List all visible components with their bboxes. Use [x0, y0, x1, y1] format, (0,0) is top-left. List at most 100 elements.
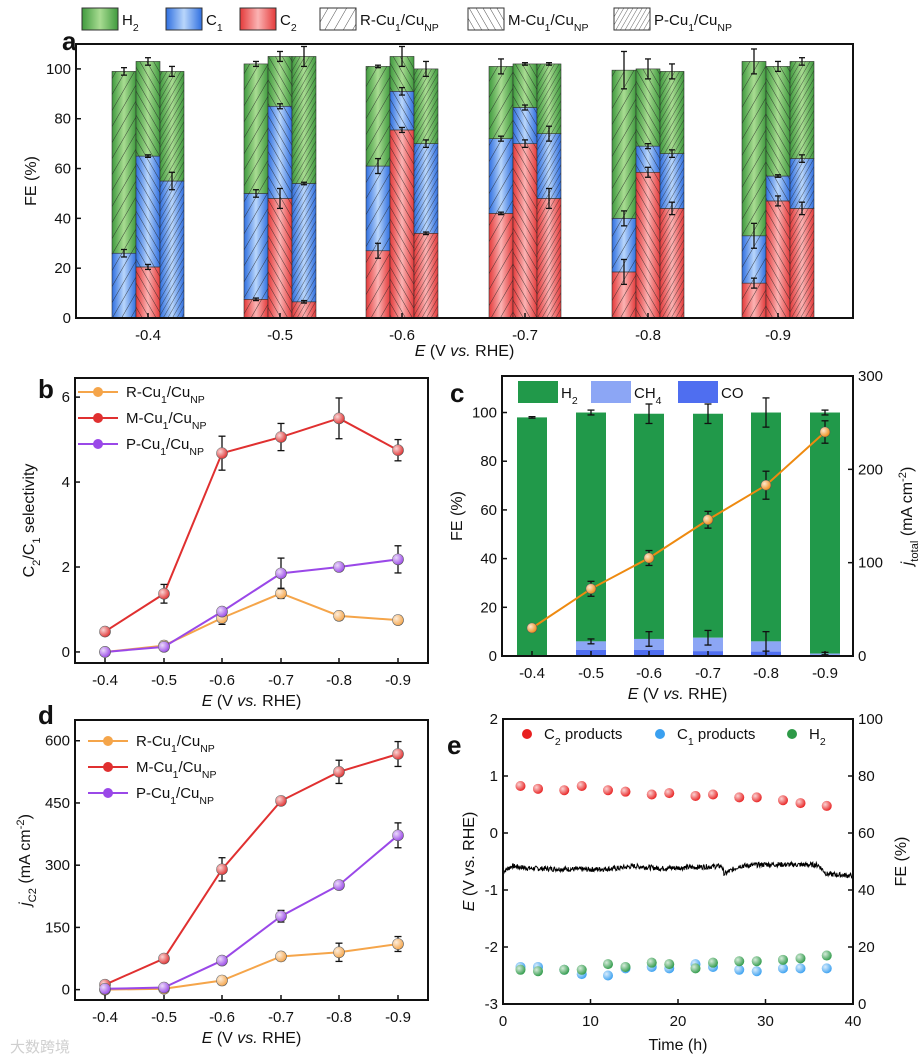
bar-C1-hatch — [537, 133, 561, 199]
y2-axis-e-tick-label: 100 — [858, 711, 883, 728]
y-axis-e-tick-label: 0 — [490, 825, 498, 842]
x-axis-tick-label: -0.9 — [385, 1009, 411, 1026]
series-line — [104, 834, 399, 990]
fe-point-shine — [751, 792, 762, 803]
bar-C2-hatch — [244, 299, 268, 318]
fe-point-shine — [690, 790, 701, 801]
panel-label-a: a — [62, 26, 77, 56]
fe-point-shine — [690, 963, 701, 974]
bar-C1-hatch — [390, 91, 414, 130]
y-axis-title-e: E (V vs. RHE) — [461, 812, 478, 912]
fe-point-shine — [646, 957, 657, 968]
x-axis-tick-label: -0.7 — [268, 1009, 294, 1026]
legend-label: P-Cu1/CuNP — [654, 12, 732, 34]
legend-marker — [103, 788, 113, 798]
x-axis-title-b: E (V vs. RHE) — [202, 693, 302, 710]
bar-H2-hatch — [244, 63, 268, 194]
y2-axis-title-e: FE (%) — [893, 837, 910, 887]
data-point-shine — [216, 447, 228, 459]
bar-C2-hatch — [660, 208, 684, 318]
bar-C2-hatch — [790, 208, 814, 318]
fe-point-shine — [603, 959, 613, 970]
data-point-shine — [333, 879, 345, 891]
y-axis-a-tick-label: 40 — [54, 210, 71, 227]
fe-point-shine — [734, 956, 745, 967]
y-axis-c-tick-label: 60 — [480, 502, 497, 519]
watermark: 大数跨境 — [10, 1038, 70, 1056]
y-axis-title-d: jC2 (mA cm-2) — [15, 814, 39, 908]
x-axis-e-tick-label: 10 — [582, 1013, 599, 1030]
x-axis-a-tick-label: -0.5 — [267, 327, 293, 344]
y-axis-a-tick-label: 100 — [46, 61, 71, 78]
fe-point-shine — [664, 788, 675, 799]
fe-point-shine — [576, 780, 587, 791]
j-total-point-shine — [761, 480, 771, 491]
data-point-shine — [392, 829, 404, 841]
x-axis-a-tick-label: -0.9 — [765, 327, 791, 344]
bar-C1-hatch — [112, 253, 136, 318]
bar-C1-hatch — [268, 106, 292, 199]
y-axis-d-tick-label: 450 — [45, 795, 70, 812]
legend-hatch — [319, 7, 357, 31]
x-axis-e-tick-label: 40 — [845, 1013, 862, 1030]
x-axis-tick-label: -0.8 — [326, 672, 352, 689]
fe-point-shine — [778, 795, 788, 806]
fe-point-shine — [620, 961, 631, 972]
y2-axis-title-c: jtotal (mA cm-2) — [897, 467, 921, 568]
x-axis-c-tick-label: -0.9 — [812, 665, 838, 682]
fe-point-shine — [708, 957, 718, 968]
panel-label-c: c — [450, 378, 464, 408]
legend-label: P-Cu1/CuNP — [136, 785, 214, 807]
bar-H2-hatch — [112, 71, 136, 254]
legend-swatch — [518, 381, 558, 403]
y-axis-c-tick-label: 0 — [489, 648, 497, 665]
x-axis-tick-label: -0.8 — [326, 1009, 352, 1026]
bar-H2 — [576, 412, 606, 642]
j-total-line — [531, 431, 826, 629]
bar-C2-hatch — [537, 198, 561, 318]
data-point-shine — [275, 587, 287, 599]
x-axis-tick-label: -0.6 — [209, 672, 235, 689]
fe-point-shine — [603, 785, 613, 796]
fe-point-shine — [559, 964, 570, 975]
fe-point-shine — [821, 950, 832, 961]
legend-label: H2 — [122, 12, 139, 34]
legend-swatch — [239, 7, 277, 31]
x-axis-tick-label: -0.5 — [151, 1009, 177, 1026]
bar-C2-hatch — [366, 250, 390, 318]
data-point-shine — [99, 983, 111, 995]
bar-C1-hatch — [414, 143, 438, 234]
series-line — [104, 753, 399, 986]
fe-point-shine — [795, 798, 806, 809]
y-axis-e-tick-label: -1 — [485, 882, 498, 899]
bar-H2-hatch — [612, 70, 636, 219]
bar-C1-hatch — [513, 107, 537, 144]
y-axis-d-tick-label: 150 — [45, 919, 70, 936]
bar-H2-hatch — [292, 56, 316, 184]
x-axis-title-c: E (V vs. RHE) — [628, 686, 728, 703]
x-axis-a-tick-label: -0.6 — [389, 327, 415, 344]
y2-axis-c-tick-label: 100 — [858, 555, 883, 572]
bar-H2-hatch — [513, 63, 537, 108]
x-axis-a-tick-label: -0.8 — [635, 327, 661, 344]
series-line — [104, 943, 399, 991]
legend-swatch — [165, 7, 203, 31]
x-axis-c-tick-label: -0.4 — [519, 665, 545, 682]
data-point-shine — [275, 567, 287, 579]
data-point-shine — [216, 606, 228, 618]
bar-H2-hatch — [268, 56, 292, 107]
data-point-shine — [333, 561, 345, 573]
panel-label-e: e — [447, 730, 461, 760]
y-axis-a-tick-label: 0 — [63, 310, 71, 327]
bar-C1-hatch — [790, 158, 814, 209]
j-total-point-shine — [586, 583, 596, 594]
y2-axis-e-tick-label: 80 — [858, 768, 875, 785]
data-point-shine — [275, 431, 287, 443]
legend-label: R-Cu1/CuNP — [136, 733, 215, 755]
x-axis-title-e: Time (h) — [649, 1037, 708, 1054]
bar-H2-hatch — [766, 66, 790, 177]
data-point-shine — [99, 646, 111, 658]
bar-C1-hatch — [292, 183, 316, 302]
legend-marker — [103, 736, 113, 746]
legend-label: M-Cu1/CuNP — [508, 12, 588, 34]
